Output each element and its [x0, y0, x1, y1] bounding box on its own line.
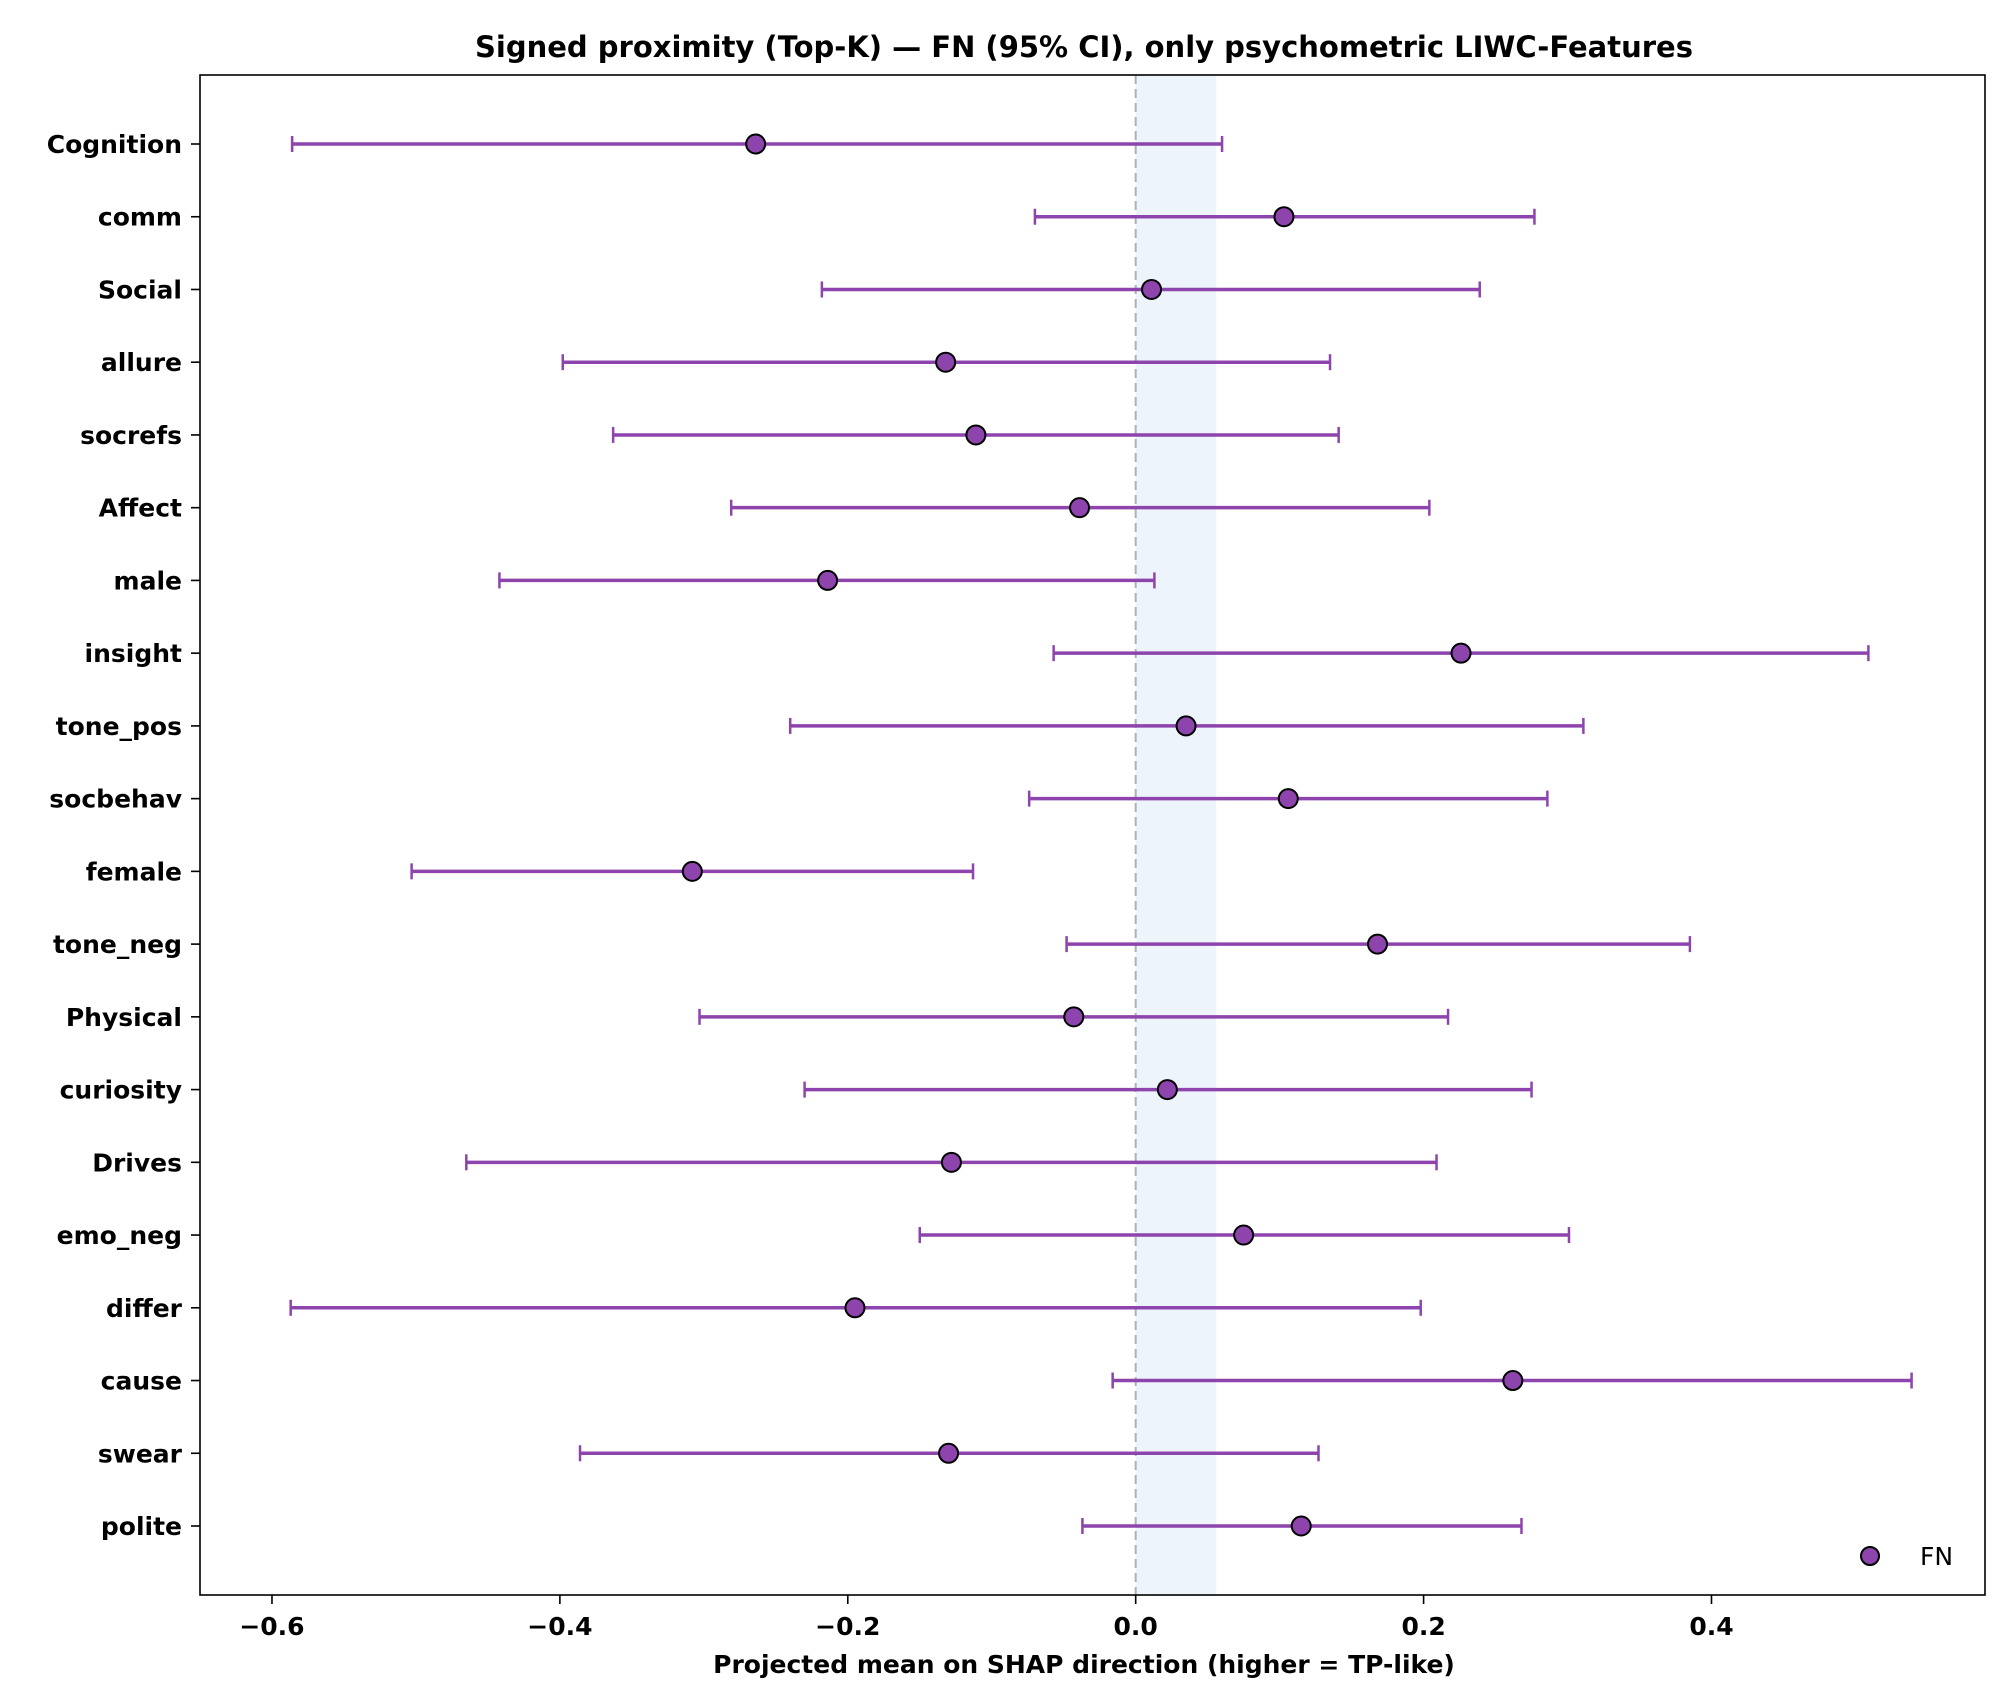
y-tick-label-swear: swear — [98, 1439, 183, 1468]
mean-points — [681, 133, 1524, 1537]
y-tick-label-tone_pos: tone_pos — [56, 712, 182, 741]
y-tick-label-differ: differ — [106, 1294, 183, 1323]
y-tick-label-insight: insight — [85, 639, 183, 668]
y-tick-label-Affect: Affect — [99, 494, 182, 523]
y-tick-label-curiosity: curiosity — [60, 1076, 182, 1105]
x-tick-label: −0.6 — [239, 1612, 304, 1641]
y-tick-label-allure: allure — [101, 348, 182, 377]
y-tick-label-Cognition: Cognition — [47, 130, 182, 159]
legend: FN — [1860, 1542, 1953, 1571]
y-tick-label-socrefs: socrefs — [80, 421, 182, 450]
y-tick-label-female: female — [86, 857, 182, 886]
ci-errorbars — [289, 136, 1913, 1534]
x-tick-label: 0.4 — [1689, 1612, 1733, 1641]
mean-point-emo_neg — [1233, 1224, 1255, 1246]
y-tick-label-tone_neg: tone_neg — [53, 930, 182, 959]
y-tick-label-male: male — [114, 566, 182, 595]
mean-point-tone_neg — [1367, 933, 1389, 955]
x-tick-label: 0.2 — [1401, 1612, 1445, 1641]
y-tick-label-socbehav: socbehav — [49, 785, 182, 814]
x-tick-label: −0.2 — [815, 1612, 880, 1641]
mean-point-swear — [938, 1442, 960, 1464]
mean-point-Physical — [1063, 1006, 1085, 1028]
chart-title: Signed proximity (Top-K) — FN (95% CI), … — [475, 30, 1693, 64]
mean-point-polite — [1290, 1515, 1312, 1537]
x-tick-label: −0.4 — [527, 1612, 592, 1641]
x-axis-label: Projected mean on SHAP direction (higher… — [713, 1650, 1455, 1679]
y-tick-label-Drives: Drives — [92, 1148, 182, 1177]
y-tick-label-Social: Social — [98, 275, 182, 304]
y-tick-label-polite: polite — [101, 1512, 182, 1541]
mean-point-tone_pos — [1175, 715, 1197, 737]
y-tick-label-emo_neg: emo_neg — [57, 1221, 182, 1250]
mean-point-Cognition — [745, 133, 767, 155]
mean-point-female — [681, 860, 703, 882]
mean-point-comm — [1273, 206, 1295, 228]
mean-point-cause — [1502, 1370, 1524, 1392]
mean-point-Social — [1141, 278, 1163, 300]
legend-marker-fn — [1860, 1546, 1880, 1566]
mean-point-socbehav — [1277, 788, 1299, 810]
mean-point-socrefs — [965, 424, 987, 446]
y-tick-label-cause: cause — [101, 1367, 182, 1396]
x-tick-label: 0.0 — [1114, 1612, 1158, 1641]
y-tick-label-Physical: Physical — [66, 1003, 182, 1032]
mean-point-curiosity — [1156, 1079, 1178, 1101]
mean-point-male — [817, 569, 839, 591]
legend-label-fn: FN — [1920, 1542, 1953, 1571]
plot-frame — [199, 74, 1986, 1596]
y-tick-label-comm: comm — [98, 203, 182, 232]
y-axis-ticks: Cognition comm Social allure socrefs Affect ma… — [47, 130, 200, 1541]
mean-point-Affect — [1069, 497, 1091, 519]
mean-point-Drives — [940, 1151, 962, 1173]
shaded-band — [1135, 75, 1217, 1595]
mean-point-allure — [935, 351, 957, 373]
mean-point-insight — [1450, 642, 1472, 664]
mean-point-differ — [844, 1297, 866, 1319]
x-axis-ticks: −0.6 −0.4 −0.2 0.0 0.2 0.4 — [239, 1595, 1734, 1641]
